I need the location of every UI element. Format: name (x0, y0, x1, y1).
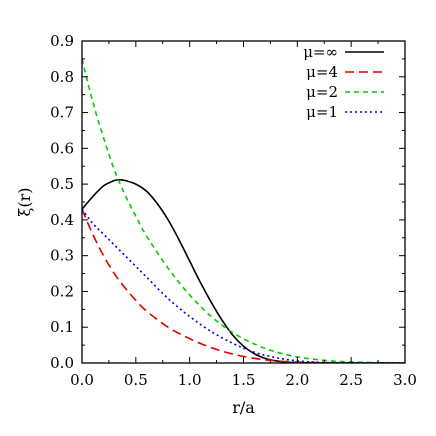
y-axis-label: ξ(r) (15, 188, 34, 217)
series-line-2 (82, 58, 405, 363)
legend: μ=∞ μ=4 μ=2 μ=1 (303, 43, 384, 121)
x-tick-label: 1.5 (232, 371, 256, 389)
y-tick-label: 0.1 (50, 318, 74, 336)
x-tick-label: 2.5 (339, 371, 363, 389)
y-tick-label: 0.5 (50, 175, 74, 193)
y-tick-label: 0.2 (50, 282, 74, 300)
plot-frame (81, 40, 406, 364)
y-tick-label: 0.0 (50, 354, 74, 372)
series-layer (82, 58, 405, 363)
y-tick-label: 0.3 (50, 247, 74, 265)
y-tick-label: 0.4 (50, 211, 74, 229)
legend-label-1: μ=4 (306, 63, 338, 81)
legend-label-0: μ=∞ (303, 43, 338, 61)
x-tick-label: 0.0 (70, 371, 94, 389)
y-tick-label: 0.8 (50, 68, 74, 86)
y-tick-label: 0.7 (50, 104, 74, 122)
x-tick-label: 3.0 (393, 371, 417, 389)
x-tick-label: 0.5 (124, 371, 148, 389)
series-line-1 (82, 208, 405, 363)
y-tick-label: 0.6 (50, 139, 74, 157)
y-tick-label: 0.9 (50, 32, 74, 50)
x-tick-label: 1.0 (178, 371, 202, 389)
x-axis-label: r/a (232, 398, 255, 417)
legend-label-3: μ=1 (306, 103, 338, 121)
legend-label-2: μ=2 (306, 83, 338, 101)
x-tick-label: 2.0 (285, 371, 309, 389)
ticks-layer: 0.0 0.5 1.0 1.5 2.0 2.5 3.0 0.0 0.1 0.2 0.3 0.4 0.5 0… (50, 32, 417, 389)
series-line-3 (82, 208, 405, 363)
